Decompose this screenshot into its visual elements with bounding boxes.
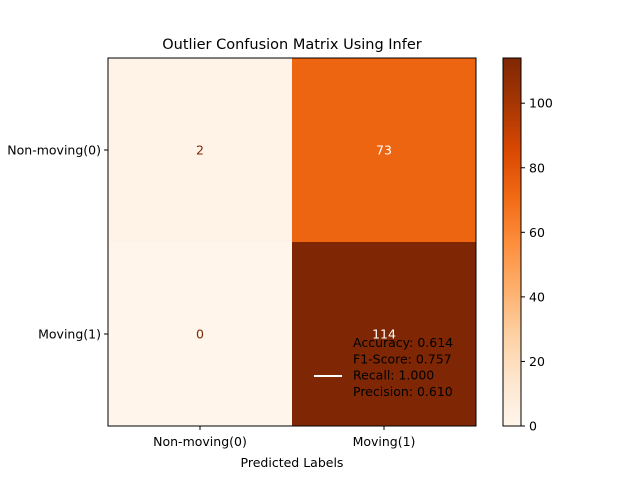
- matrix-cell-0-1: [292, 58, 476, 242]
- plot-frame: [107, 57, 477, 427]
- y-tick-label: Non-moving(0): [7, 143, 101, 158]
- cell-value-0-0: 2: [196, 143, 204, 158]
- x-tick-label: Non-moving(0): [153, 434, 247, 449]
- cell-value-1-0: 0: [196, 327, 204, 342]
- legend-entry: Recall: 1.000: [353, 368, 434, 383]
- colorbar-tick-label: 0: [529, 419, 537, 434]
- legend-entry: Accuracy: 0.614: [353, 335, 453, 350]
- legend-entry: Precision: 0.610: [353, 384, 453, 399]
- legend-entry: F1-Score: 0.757: [353, 351, 452, 366]
- x-tick-label: Moving(1): [353, 434, 416, 449]
- chart-title: Outlier Confusion Matrix Using Infer: [162, 37, 422, 53]
- colorbar-tick-label: 40: [529, 289, 545, 304]
- colorbar: [502, 57, 522, 427]
- cell-value-0-1: 73: [376, 143, 392, 158]
- y-axis-ticks: Non-moving(0) Moving(1): [7, 143, 108, 342]
- colorbar-tick-label: 80: [529, 160, 545, 175]
- x-axis-ticks: Non-moving(0) Moving(1): [153, 426, 415, 449]
- matrix-cells: 2 73 0 114: [108, 58, 476, 426]
- colorbar-tick-label: 100: [529, 96, 553, 111]
- matrix-cell-1-1: [292, 242, 476, 426]
- x-axis-label: Predicted Labels: [241, 455, 344, 470]
- matrix-cell-0-0: [108, 58, 292, 242]
- y-tick-label: Moving(1): [38, 327, 101, 342]
- colorbar-ticks: 0 20 40 60 80 100: [521, 96, 553, 434]
- colorbar-tick-label: 20: [529, 354, 545, 369]
- cell-value-1-1: 114: [372, 327, 396, 342]
- matrix-cell-1-0: [108, 242, 292, 426]
- colorbar-tick-label: 60: [529, 225, 545, 240]
